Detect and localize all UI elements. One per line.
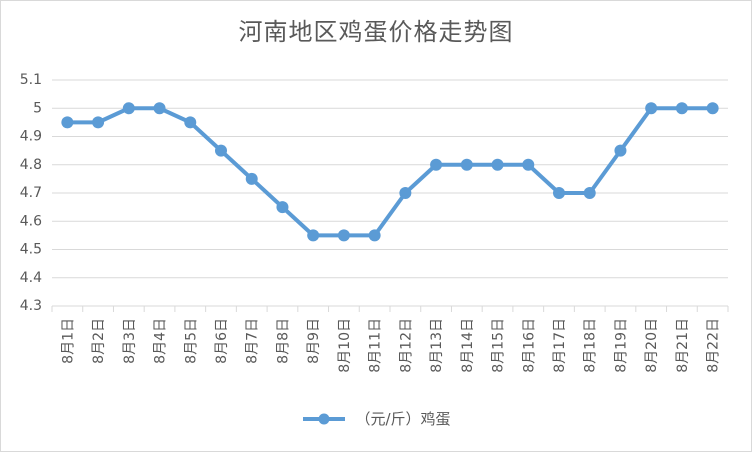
x-tick-label: 8月16日 (521, 318, 537, 373)
data-point (460, 158, 473, 171)
x-tick-label: 8月1日 (60, 318, 76, 364)
x-tick-label: 8月8日 (275, 318, 291, 364)
y-axis-ticks: 4.3 4.4 4.5 4.6 4.7 4.8 4.9 5 5.1 (20, 72, 42, 314)
data-point (553, 187, 565, 199)
x-tick-label: 8月10日 (337, 318, 353, 373)
x-tick-label: 8月22日 (706, 318, 722, 373)
legend-line-marker-icon (303, 413, 346, 424)
x-tick-label: 8月14日 (460, 318, 476, 373)
x-tick-label: 8月2日 (91, 318, 107, 364)
data-point (583, 187, 596, 199)
data-point (276, 201, 289, 214)
y-tick-label: 4.8 (20, 157, 42, 173)
data-point (645, 102, 658, 115)
legend-label: （元/斤）鸡蛋 (355, 410, 451, 428)
x-tick-label: 8月11日 (368, 318, 384, 373)
data-point (215, 144, 227, 157)
y-tick-label: 4.7 (20, 185, 42, 201)
y-tick-label: 4.5 (20, 242, 42, 258)
data-point (184, 116, 197, 129)
y-tick-label: 5 (33, 100, 42, 116)
x-tick-label: 8月6日 (214, 318, 230, 364)
data-point (61, 116, 74, 129)
x-tick-label: 8月13日 (429, 318, 445, 373)
data-point (122, 102, 135, 115)
series-line (65, 106, 715, 238)
series-layer (61, 102, 719, 242)
data-point (92, 116, 105, 129)
data-point (153, 102, 166, 115)
data-point (337, 229, 350, 242)
y-tick-label: 5.1 (20, 72, 42, 88)
data-point (522, 158, 535, 171)
x-tick-label: 8月20日 (644, 318, 660, 373)
data-point (368, 229, 381, 242)
x-tick-label: 8月15日 (491, 318, 507, 373)
grid-lines (51, 79, 729, 312)
x-tick-label: 8月17日 (552, 318, 568, 373)
x-tick-label: 8月3日 (122, 318, 138, 364)
data-point (307, 229, 320, 242)
chart-title: 河南地区鸡蛋价格走势图 (238, 18, 514, 46)
data-point (245, 172, 258, 185)
data-point (706, 102, 719, 115)
y-tick-label: 4.4 (20, 270, 42, 286)
y-tick-label: 4.3 (20, 298, 42, 314)
x-tick-label: 8月9日 (306, 318, 322, 364)
data-point (491, 158, 504, 171)
x-axis-ticks: 8月1日 8月2日 8月3日 8月4日 8月5日 8月6日 8月7日 8月8日 8月9日 8月10… (60, 318, 721, 373)
data-point (675, 102, 688, 115)
y-tick-label: 4.6 (20, 213, 42, 229)
x-tick-label: 8月21日 (675, 318, 691, 373)
data-point (399, 187, 412, 199)
x-tick-label: 8月18日 (583, 318, 599, 373)
data-point (430, 158, 443, 171)
x-tick-label: 8月19日 (613, 318, 629, 373)
legend: （元/斤）鸡蛋 (0, 408, 752, 429)
x-tick-label: 8月4日 (153, 318, 169, 364)
x-tick-label: 8月5日 (183, 318, 199, 364)
data-point (614, 144, 627, 157)
y-tick-label: 4.9 (20, 129, 42, 145)
x-tick-label: 8月12日 (398, 318, 414, 373)
x-tick-label: 8月7日 (245, 318, 261, 364)
